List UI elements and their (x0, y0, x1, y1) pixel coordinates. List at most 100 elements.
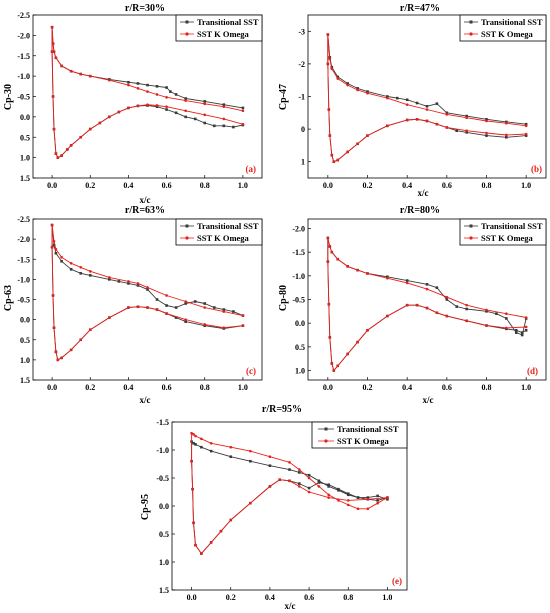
panel-d-series-transitional-point (435, 286, 439, 289)
panel-d-series-transitional-point (514, 331, 518, 334)
panel-d-series-sst-point (326, 260, 330, 263)
panel-a-series-sst-line (51, 26, 244, 159)
panel-e-series-sst-point (249, 501, 252, 505)
panel-c-series-sst-point (88, 270, 92, 273)
panel-c-series-sst-point (108, 276, 111, 279)
panel-b-y-tick-label: -2 (298, 60, 305, 69)
panel-c-series-sst-point (60, 255, 63, 259)
panel-e-y-tick-label: 1.5 (159, 586, 169, 595)
panel-d-series-sst-point (524, 316, 528, 319)
panel-b-ylabel: Cp-47 (278, 84, 289, 110)
panel-b-series-sst-point (524, 132, 528, 136)
panel-d-y-tick-label: 1.0 (295, 367, 305, 376)
panel-d-series-sst-point (332, 369, 336, 372)
panel-d-series-transitional-point (485, 310, 488, 313)
panel-b-y-tick-label: -3 (298, 27, 305, 36)
panel-c-series-sst-point (222, 310, 226, 313)
panel-b-x-tick-label: 0.4 (402, 181, 412, 190)
panel-b-series-sst-point (485, 119, 488, 123)
panel-e-x-tick-label: 0.8 (343, 593, 353, 602)
panel-e-series-sst-point (366, 497, 370, 501)
panel-b-series-sst-point (425, 119, 429, 123)
panel-e-series-transitional-point (297, 482, 301, 485)
panel-d-series-sst-point (356, 340, 359, 344)
panel-e-series-transitional-point (386, 497, 389, 501)
panel-b-series-sst-point (326, 33, 330, 36)
panel-b-series-transitional-point (366, 90, 369, 93)
panel-e-series-sst-point (376, 501, 379, 505)
panel-e-series-sst-point (307, 476, 311, 480)
panel-a-series-transitional-point (241, 106, 245, 110)
panel-e-ylabel: Cp-95 (140, 494, 151, 520)
panel-a-series-transitional-point (193, 117, 197, 121)
panel-b-series-sst-point (386, 96, 389, 100)
panel-a-series-sst-point (52, 127, 56, 131)
panel-a-series-sst-point (108, 78, 111, 82)
panel-e-series-sst-point (346, 503, 350, 507)
panel-a-series-sst-point (241, 109, 245, 113)
panel-e-x-tick-label: 0.6 (304, 593, 314, 602)
panel-c-series-transitional-point (174, 306, 178, 309)
panel-c-series-sst-point (146, 286, 149, 289)
panel-e-x-tick-label: 1.0 (382, 593, 392, 602)
panel-c-series-transitional-point (174, 316, 178, 319)
panel-d-series-sst-point (328, 336, 332, 339)
panel-e-series-transitional-point (337, 487, 340, 491)
panel-d-series-sst-point (505, 312, 508, 316)
panel-b-series-transitional-point (425, 104, 429, 108)
panel-b-series-transitional-point (415, 101, 419, 105)
panel-d-series-sst-point (425, 287, 429, 291)
panel-b-series-sst-point (366, 91, 369, 95)
panel-b-series-sst-point (328, 134, 332, 137)
panel-d-series-sst-point (405, 281, 409, 285)
panel-e-series-transitional-point (268, 464, 272, 467)
panel-b-series-sst-point (330, 67, 334, 71)
panel-c-series-transitional-point (184, 320, 187, 323)
panel-b-series-sst-point (356, 142, 359, 146)
panel-e-series-transitional-point (229, 455, 233, 459)
panel-e-series-sst-point (307, 490, 311, 494)
panel-e-legend-marker-transitional (324, 427, 328, 431)
panel-a-series-transitional-point (184, 115, 187, 119)
panel-d-x-tick-label: 0.4 (402, 383, 412, 392)
panel-a-series-transitional-point (165, 108, 168, 111)
panel-d-series-sst-point (346, 265, 349, 268)
panel-e-series-transitional-point (192, 441, 195, 445)
panel-a-series-sst-point (241, 122, 245, 126)
panel-b-legend-text-sst: SST K Omega (481, 29, 534, 39)
panel-b-series-sst-point (330, 153, 334, 157)
panel-e-series-sst-point (192, 521, 195, 525)
panel-c-series-sst-point (56, 358, 60, 362)
panel-e-plot: 0.0 0.2 0.4 0.6 0.8 1.0 -1.5 -1.0 -0.5 0.0 0.5 1.0 1… (156, 418, 408, 602)
panel-b-x-tick-label: 0.8 (482, 181, 492, 190)
panel-b-y-tick-label: 0 (301, 125, 305, 134)
panel-d-series-sst-point (485, 324, 488, 327)
panel-c-series-transitional-point (117, 280, 121, 283)
panel-b-series-sst-point (346, 83, 349, 87)
panel-a-series-sst-point (155, 104, 159, 107)
panel-a-series-sst-point (88, 127, 92, 131)
panel-c-y-tick-label: 0.0 (20, 316, 30, 325)
panel-c-x-tick-label: 0.4 (123, 383, 133, 392)
panel-d: 0.0 0.2 0.4 0.6 0.8 1.0 -2.0 -1.5 -1.0 -0.5 0.0 0.5… (278, 205, 547, 405)
panel-a-series-sst-point (66, 148, 69, 151)
panel-b-series-sst-point (505, 133, 508, 137)
panel-b-series-transitional-point (485, 134, 488, 137)
panel-b-series-transitional-point (524, 134, 528, 137)
panel-a-series-sst-point (203, 102, 207, 106)
panel-c-y-tick-label: -1.5 (17, 255, 30, 264)
panel-e-series-sst-point (386, 496, 389, 499)
panel-c-series-sst-point (136, 282, 140, 285)
panel-b-series-transitional-point (485, 118, 488, 121)
panel-c-series-sst-point (52, 239, 56, 243)
panel-e-series-transitional-point (297, 471, 301, 474)
panel-b-series-sst-point (485, 131, 488, 135)
panel-a-series-sst-point (54, 56, 58, 60)
panel-e-x-tick-label: 0.4 (265, 593, 275, 602)
panel-c-series-sst-point (203, 323, 207, 326)
panel-b-series-sst-point (386, 124, 389, 128)
panel-c-series-transitional-point (165, 304, 168, 307)
panel-a-x-tick-label: 0.4 (123, 181, 133, 190)
panel-b-series-transitional-point (395, 96, 399, 100)
panel-a-series-transitional-point (203, 121, 207, 125)
